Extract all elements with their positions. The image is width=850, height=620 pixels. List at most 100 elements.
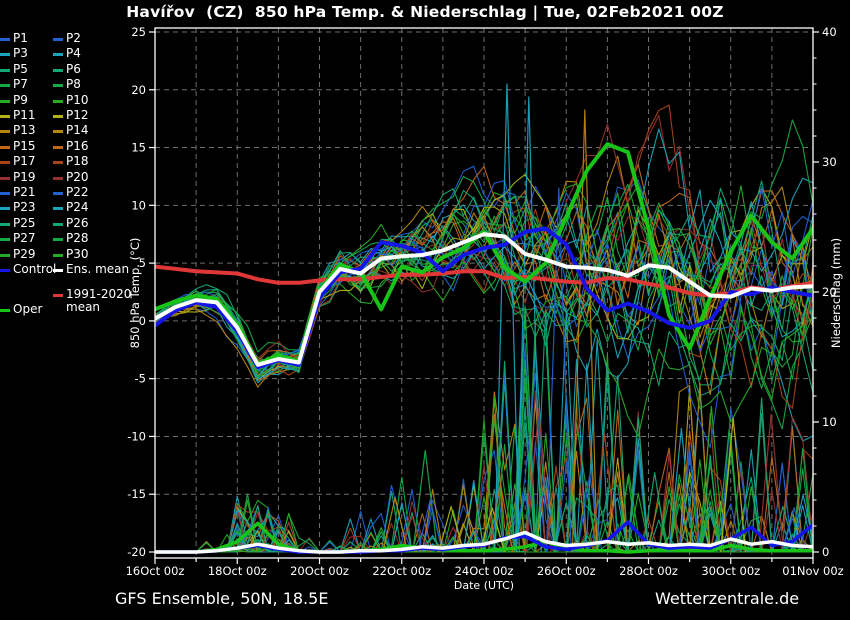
legend-member-p21-swatch: [0, 192, 10, 195]
legend-oper-label: Oper: [13, 302, 43, 316]
legend-member-p26-label: P26: [66, 215, 89, 230]
legend-member-p28-label: P28: [66, 231, 89, 246]
legend-ens-mean-label: Ens. mean: [66, 262, 130, 276]
legend-member-p27-label: P27: [13, 231, 36, 246]
legend-control-swatch: [0, 269, 10, 272]
legend-member-p29-label: P29: [13, 246, 36, 261]
left-axis-tick-label: 5: [139, 256, 146, 270]
legend-member-p4-label: P4: [66, 46, 81, 61]
left-axis-tick-label: -15: [127, 487, 146, 501]
x-axis-tick-label: 30Oct 00z: [701, 564, 760, 578]
right-axis-title: Niederschlag (mm): [829, 238, 843, 348]
legend-member-p11-label: P11: [13, 108, 36, 122]
legend-member-p14-swatch: [53, 130, 63, 134]
legend-member-p5-label: P5: [13, 61, 28, 76]
legend-member-p2-swatch: [53, 38, 63, 41]
legend-oper-swatch: [0, 309, 10, 312]
legend-member-p1-label: P1: [13, 31, 28, 45]
legend-member-p30-label: P30: [66, 246, 89, 261]
x-axis-tick-label: 18Oct 00z: [208, 564, 267, 578]
legend-member-p8-swatch: [53, 84, 63, 88]
legend-member-p25-label: P25: [13, 215, 36, 230]
x-axis-tick-label: 24Oct 00z: [455, 564, 514, 578]
left-axis-tick-label: -20: [127, 545, 146, 559]
left-axis-tick-label: 15: [131, 141, 146, 155]
legend-member-p26-swatch: [53, 222, 63, 226]
legend-member-p30-swatch: [53, 253, 63, 257]
legend-member-p17-swatch: [0, 161, 10, 165]
legend-member-p12-swatch: [53, 115, 63, 118]
legend-member-p29-swatch: [0, 253, 10, 257]
legend-member-p6-swatch: [53, 68, 63, 72]
left-axis-title: 850 hPa Temp. (°C): [128, 238, 142, 349]
legend-member-p15-swatch: [0, 145, 10, 149]
legend-clim-mean-swatch: [53, 294, 63, 297]
legend-member-p19-label: P19: [13, 169, 36, 184]
legend-member-p13-label: P13: [13, 123, 36, 138]
legend-member-p23-label: P23: [13, 200, 36, 215]
legend-member-p20-swatch: [53, 176, 63, 180]
legend-member-p7-label: P7: [13, 77, 28, 92]
legend-ens-mean-swatch: [53, 269, 63, 272]
right-axis-tick-label: 0: [822, 545, 829, 559]
legend-control-label: Control: [13, 262, 57, 276]
legend-clim-mean-label: 1991-2020: [66, 287, 132, 301]
x-axis-tick-label: 26Oct 00z: [537, 564, 596, 578]
left-axis-tick-label: 20: [131, 83, 146, 97]
legend-member-p7-swatch: [0, 84, 10, 88]
left-axis-tick-label: 25: [131, 25, 146, 39]
left-axis-tick-label: 10: [131, 198, 146, 212]
legend-member-p24-label: P24: [66, 200, 89, 215]
brand-caption: Wetterzentrale.de: [655, 589, 800, 608]
legend-member-p18-label: P18: [66, 154, 89, 169]
legend-clim-mean-label-2: mean: [66, 300, 101, 314]
legend-member-p6-label: P6: [66, 61, 81, 76]
legend-member-p19-swatch: [0, 176, 10, 180]
legend-member-p21-label: P21: [13, 185, 36, 199]
x-axis-title: Date (UTC): [454, 579, 514, 592]
x-axis-tick-label: 16Oct 00z: [126, 564, 185, 578]
legend-member-p22-swatch: [53, 192, 63, 195]
legend-member-p1-swatch: [0, 38, 10, 41]
legend-member-p24-swatch: [53, 207, 63, 211]
left-axis-tick-label: 0: [139, 314, 146, 328]
legend-member-p20-label: P20: [66, 169, 89, 184]
model-caption: GFS Ensemble, 50N, 18.5E: [115, 589, 329, 608]
x-axis-tick-label: 22Oct 00z: [372, 564, 431, 578]
legend-member-p9-label: P9: [13, 92, 28, 107]
legend-member-p10-swatch: [53, 99, 63, 103]
x-axis-tick-label: 01Nov 00z: [782, 564, 843, 578]
data-layer: [155, 83, 813, 554]
legend-member-p2-label: P2: [66, 31, 81, 45]
legend-member-p3-swatch: [0, 53, 10, 57]
legend-member-p14-label: P14: [66, 123, 89, 138]
chart-title: Havířov (CZ) 850 hPa Temp. & Niederschla…: [126, 3, 724, 21]
axes: 25 20 15 10 5 0 -5 -10 -15 -20 0 10 20 30 40 16Oct 00z 1…: [126, 25, 844, 592]
legend-member-p28-swatch: [53, 238, 63, 242]
legend-member-p18-swatch: [53, 161, 63, 165]
right-axis-tick-label: 10: [822, 415, 837, 429]
legend-member-p25-swatch: [0, 222, 10, 226]
left-axis-tick-label: -5: [135, 372, 146, 386]
legend-member-p27-swatch: [0, 238, 10, 242]
legend-member-p3-label: P3: [13, 46, 28, 61]
legend-member-p9-swatch: [0, 99, 10, 103]
left-axis-tick-label: -10: [127, 429, 146, 443]
legend-member-p12-label: P12: [66, 108, 89, 122]
legend-member-p13-swatch: [0, 130, 10, 134]
right-axis-tick-label: 20: [822, 285, 837, 299]
legend-member-p10-label: P10: [66, 92, 89, 107]
right-axis-tick-label: 30: [822, 155, 837, 169]
legend-member-p16-label: P16: [66, 138, 89, 153]
x-axis-tick-label: 20Oct 00z: [290, 564, 349, 578]
legend-member-p22-label: P22: [66, 185, 89, 199]
legend-member-p5-swatch: [0, 68, 10, 72]
legend-member-p23-swatch: [0, 207, 10, 211]
legend-member-p8-label: P8: [66, 77, 81, 92]
legend-member-p4-swatch: [53, 53, 63, 57]
right-axis-tick-label: 40: [822, 25, 837, 39]
legend-member-p17-label: P17: [13, 154, 36, 169]
x-axis-tick-label: 28Oct 00z: [619, 564, 678, 578]
